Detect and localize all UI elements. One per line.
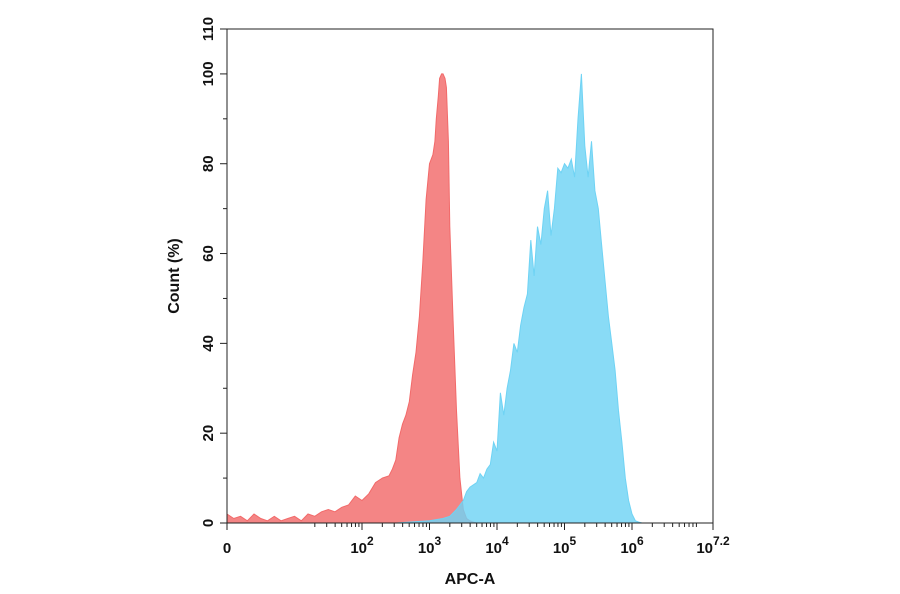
histogram-series-0 <box>226 73 497 524</box>
plot-frame <box>226 28 714 524</box>
x-tick-label: 103 <box>418 534 442 557</box>
x-tick-label: 104 <box>485 534 509 557</box>
x-tick-label: 107.2 <box>696 534 730 557</box>
x-tick-label: 105 <box>553 534 577 557</box>
y-tick-label: 0 <box>200 519 217 527</box>
x-tick-label: 102 <box>350 534 374 557</box>
y-tick-label: 20 <box>200 425 217 442</box>
y-tick-label: 60 <box>200 245 217 262</box>
y-axis-ticks: 0 20 40 60 80 100 110 <box>200 17 227 527</box>
y-tick-label: 100 <box>200 61 217 86</box>
x-axis-ticks: 0 102 103 104 105 106 107.2 <box>223 523 730 557</box>
x-tick-label: 106 <box>620 534 644 557</box>
series-layer <box>226 73 653 524</box>
y-tick-label: 80 <box>200 155 217 172</box>
y-tick-label: 40 <box>200 335 217 352</box>
x-tick-label: 0 <box>223 540 231 557</box>
y-tick-label: 110 <box>200 17 217 41</box>
histogram-series-1 <box>362 73 653 524</box>
x-axis-title: APC-A <box>445 571 496 588</box>
y-axis-title: Count (%) <box>166 238 183 314</box>
